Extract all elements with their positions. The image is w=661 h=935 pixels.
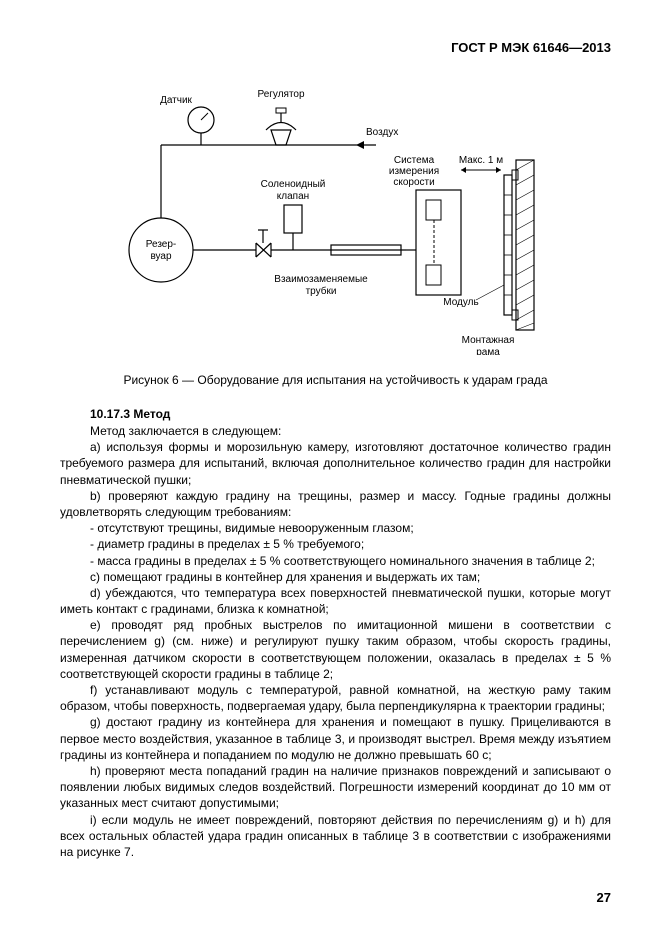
p-b: b) проверяют каждую градину на трещины, … xyxy=(60,488,611,520)
label-tubes-2: трубки xyxy=(305,285,336,297)
label-tubes-1: Взаимозаменяемые xyxy=(274,274,368,285)
label-solenoid-1: Соленоидный xyxy=(260,179,325,190)
label-frame-2: рама xyxy=(476,347,500,355)
label-speed-2: измерения xyxy=(388,166,438,177)
document-header: ГОСТ Р МЭК 61646—2013 xyxy=(60,40,611,55)
p-c: c) помещают градины в контейнер для хран… xyxy=(60,569,611,585)
p-f: f) устанавливают модуль с температурой, … xyxy=(60,682,611,714)
page-number: 27 xyxy=(597,890,611,905)
section-10-17-3-title: 10.17.3 Метод xyxy=(90,407,611,421)
p-d: d) убеждаются, что температура всех пове… xyxy=(60,585,611,617)
label-reservoir-2: вуар xyxy=(150,251,172,262)
method-body-text: Метод заключается в следующем: a) исполь… xyxy=(60,423,611,860)
p-h: h) проверяют места попаданий градин на н… xyxy=(60,763,611,812)
label-module: Модуль xyxy=(443,297,478,308)
label-sensor: Датчик xyxy=(160,95,192,106)
label-max-1m: Макс. 1 м xyxy=(458,155,502,166)
label-solenoid-2: клапан xyxy=(276,191,308,202)
label-regulator: Регулятор xyxy=(257,89,304,100)
p-b2: - диаметр градины в пределах ± 5 % требу… xyxy=(60,536,611,552)
p-b3: - масса градины в пределах ± 5 % соответ… xyxy=(60,553,611,569)
p-b1: - отсутствуют трещины, видимые невооруже… xyxy=(60,520,611,536)
label-speed-1: Система xyxy=(393,155,434,166)
label-reservoir-1: Резер- xyxy=(145,239,176,250)
label-air: Воздух xyxy=(366,127,398,138)
p-g: g) достают градину из контейнера для хра… xyxy=(60,714,611,763)
hail-test-equipment-diagram: Резер- вуар Датчик Регулятор Воздух xyxy=(116,75,556,355)
p-intro: Метод заключается в следующем: xyxy=(60,423,611,439)
figure-6-caption: Рисунок 6 — Оборудование для испытания н… xyxy=(60,373,611,387)
diagram-figure-6: Резер- вуар Датчик Регулятор Воздух xyxy=(60,75,611,358)
p-e: e) проводят ряд пробных выстрелов по ими… xyxy=(60,617,611,682)
label-frame-1: Монтажная xyxy=(461,335,514,346)
p-a: a) используя формы и морозильную камеру,… xyxy=(60,439,611,488)
label-speed-3: скорости xyxy=(393,177,434,188)
p-i: i) если модуль не имеет повреждений, пов… xyxy=(60,812,611,861)
